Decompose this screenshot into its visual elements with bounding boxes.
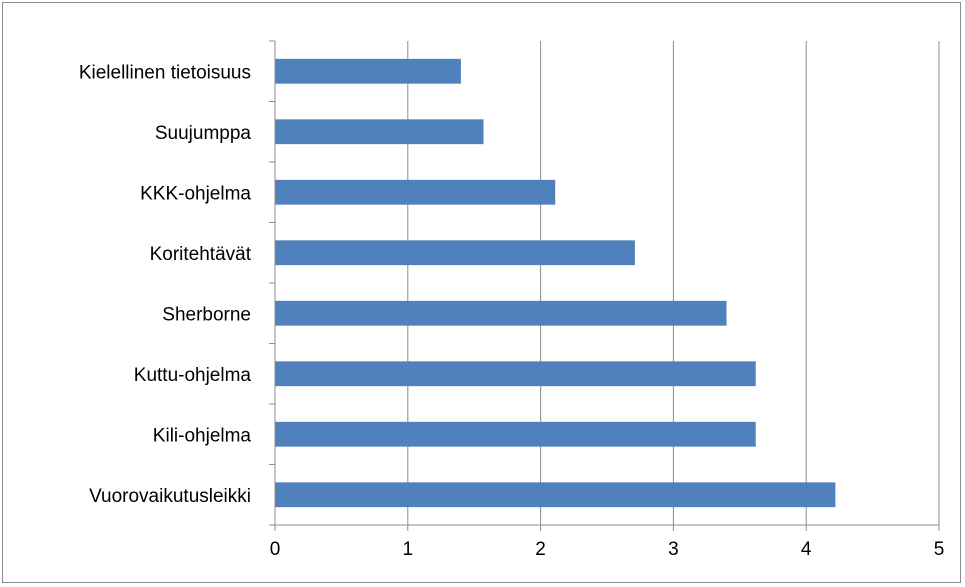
category-label: Kielellinen tietoisuus — [79, 62, 251, 83]
bar-vuorovaikutusleikki — [275, 482, 836, 508]
bar-koritehtävät — [275, 240, 635, 266]
bar-sherborne — [275, 300, 727, 326]
category-label: Koritehtävät — [150, 244, 252, 265]
category-label: Sherborne — [162, 304, 251, 325]
tick-labels: 0 1 2 3 4 5 — [270, 539, 945, 560]
category-labels: Kielellinen tietoisuus Suujumppa KKK-ohjel… — [79, 62, 252, 507]
x-tick-label: 5 — [934, 539, 945, 560]
category-label: Vuorovaikutusleikki — [89, 486, 251, 507]
bar-kkk-ohjelma — [275, 179, 556, 205]
x-tick-label: 2 — [535, 539, 546, 560]
category-label: KKK-ohjelma — [140, 183, 251, 204]
x-tick-label: 4 — [801, 539, 812, 560]
x-tick-label: 0 — [270, 539, 281, 560]
gridlines — [407, 41, 940, 525]
bar-suujumppa — [275, 119, 484, 145]
category-label: Kuttu-ohjelma — [134, 365, 252, 386]
category-label: Suujumppa — [155, 123, 252, 144]
x-tick-label: 3 — [668, 539, 679, 560]
bar-kili-ohjelma — [275, 421, 756, 447]
category-label: Kili-ohjelma — [153, 425, 252, 446]
axes — [269, 40, 940, 531]
x-tick-label: 1 — [403, 539, 414, 560]
bars — [275, 58, 836, 508]
bar-kielellinen-tietoisuus — [275, 58, 461, 84]
bar-kuttu-ohjelma — [275, 361, 756, 387]
